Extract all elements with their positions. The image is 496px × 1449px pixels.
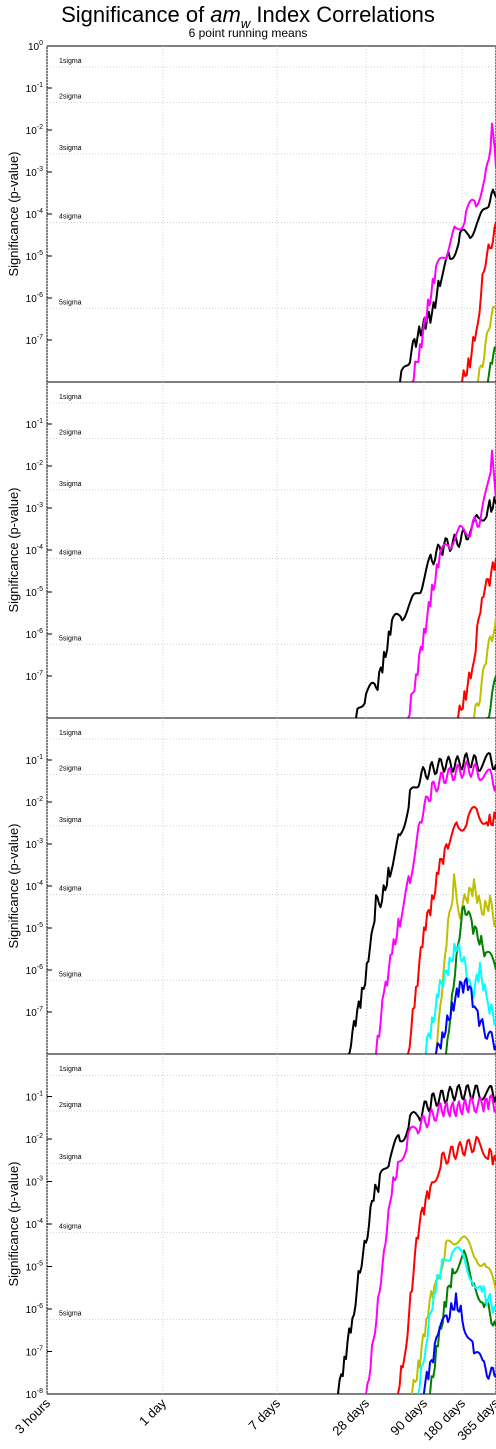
y-tick-label: 10-8 xyxy=(26,1388,43,1401)
y-tick-label: 100 xyxy=(28,40,43,53)
sigma-label-3: 3sigma xyxy=(59,817,82,824)
series-line-black xyxy=(399,188,496,382)
sigma-label-3: 3sigma xyxy=(59,481,82,488)
y-tick-label: 10-3 xyxy=(26,1176,43,1189)
figure-title-block: Significance of amw Index Correlations 6… xyxy=(0,0,496,44)
sigma-label-4: 4sigma xyxy=(59,549,82,556)
title-suffix: Index Correlations xyxy=(250,2,435,27)
sigma-label-1: 1sigma xyxy=(59,730,82,737)
sigma-label-1: 1sigma xyxy=(59,1066,82,1073)
sigma-label-4: 4sigma xyxy=(59,1224,82,1231)
y-tick-label: 10-5 xyxy=(26,250,43,263)
panel-frame xyxy=(46,717,496,1055)
sigma-label-2: 2sigma xyxy=(59,765,82,772)
sigma-label-3: 3sigma xyxy=(59,145,82,152)
series-line-black xyxy=(337,1083,496,1394)
y-tick-label: 10-5 xyxy=(26,586,43,599)
y-tick-label: 10-7 xyxy=(26,1006,43,1019)
sigma-label-4: 4sigma xyxy=(59,213,82,220)
sigma-label-5: 5sigma xyxy=(59,635,82,642)
y-tick-label: 10-7 xyxy=(26,1346,43,1359)
series-line-olive xyxy=(411,1235,496,1394)
y-tick-label: 10-1 xyxy=(26,82,43,95)
y-tick-label: 10-2 xyxy=(26,460,43,473)
y-axis-label: Significance (p-value) xyxy=(6,151,21,276)
y-tick-label: 10-4 xyxy=(26,1218,43,1231)
series-line-magenta xyxy=(365,1094,496,1394)
y-tick-label: 10-2 xyxy=(26,124,43,137)
y-tick-label: 10-2 xyxy=(26,1133,43,1146)
panel-frame xyxy=(46,1053,496,1395)
series-line-olive xyxy=(435,873,496,1054)
y-tick-label: 10-6 xyxy=(26,628,43,641)
panel-4: 10-1 10-2 10-3 10-4 10-5 10-6 10-7 10-8 1sigma 2s… xyxy=(6,1053,496,1401)
series-line-red xyxy=(397,1135,496,1394)
sigma-label-1: 1sigma xyxy=(59,58,82,65)
x-tick-label-1: 1 day xyxy=(136,1395,169,1428)
panel-3: 10-1 10-2 10-3 10-4 10-5 10-6 10-7 1sigma 2sigma… xyxy=(6,717,496,1055)
sigma-label-2: 2sigma xyxy=(59,429,82,436)
x-tick-label-3: 28 days xyxy=(329,1395,372,1438)
sigma-label-5: 5sigma xyxy=(59,299,82,306)
sigma-label-5: 5sigma xyxy=(59,1310,82,1317)
x-tick-label-2: 7 days xyxy=(245,1395,283,1433)
y-tick-label: 10-1 xyxy=(26,418,43,431)
series-line-green xyxy=(486,346,496,382)
series-line-olive xyxy=(477,305,496,382)
sigma-label-3: 3sigma xyxy=(59,1154,82,1161)
x-tick-label-0: 3 hours xyxy=(12,1395,54,1437)
title-index-sub: w xyxy=(240,16,251,31)
series-line-green xyxy=(429,1249,496,1394)
series-line-blue xyxy=(435,977,496,1054)
series-line-olive xyxy=(473,617,496,718)
series-line-green xyxy=(486,675,496,718)
series-line-red xyxy=(461,222,496,382)
y-tick-label: 10-7 xyxy=(26,670,43,683)
y-tick-label: 10-3 xyxy=(26,838,43,851)
figure-title: Significance of amw Index Correlations xyxy=(0,2,496,31)
y-axis-label: Significance (p-value) xyxy=(6,823,21,948)
series-line-green xyxy=(445,905,496,1054)
y-tick-label: 10-4 xyxy=(26,544,43,557)
y-tick-label: 10-5 xyxy=(26,1261,43,1274)
sigma-label-2: 2sigma xyxy=(59,93,82,100)
y-tick-label: 10-1 xyxy=(26,1091,43,1104)
panel-2: 10-1 10-2 10-3 10-4 10-5 10-6 10-7 1sigma 2sigma… xyxy=(6,381,496,719)
series-line-magenta xyxy=(411,122,496,382)
series-line-red xyxy=(407,805,496,1054)
y-tick-label: 10-3 xyxy=(26,166,43,179)
series-line-magenta xyxy=(375,760,496,1054)
y-axis-label: Significance (p-value) xyxy=(6,1161,21,1286)
y-tick-label: 10-6 xyxy=(26,292,43,305)
series-line-blue xyxy=(422,1292,496,1394)
series-line-black xyxy=(347,752,496,1054)
y-tick-label: 10-7 xyxy=(26,334,43,347)
sigma-label-5: 5sigma xyxy=(59,971,82,978)
panel-1: 100 10-1 10-2 10-3 10-4 10-5 10-6 10-7 1sigma 2si… xyxy=(6,40,496,383)
y-tick-label: 10-1 xyxy=(26,754,43,767)
figure-subtitle: 6 point running means xyxy=(188,26,308,40)
y-tick-label: 10-5 xyxy=(26,922,43,935)
sigma-label-1: 1sigma xyxy=(59,394,82,401)
sigma-label-4: 4sigma xyxy=(59,885,82,892)
series-line-red xyxy=(457,558,496,718)
y-tick-label: 10-4 xyxy=(26,208,43,221)
y-tick-label: 10-3 xyxy=(26,502,43,515)
y-tick-label: 10-2 xyxy=(26,796,43,809)
title-prefix: Significance of xyxy=(61,2,211,27)
series-line-magenta xyxy=(407,449,496,718)
y-axis-label: Significance (p-value) xyxy=(6,487,21,612)
series-line-cyan xyxy=(417,1246,496,1394)
panel-frame xyxy=(46,381,496,719)
series-line-cyan xyxy=(424,942,496,1054)
sigma-label-2: 2sigma xyxy=(59,1102,82,1109)
y-tick-label: 10-4 xyxy=(26,880,43,893)
panel-frame xyxy=(46,45,496,383)
title-index-main: am xyxy=(210,2,241,27)
y-tick-label: 10-6 xyxy=(26,964,43,977)
y-tick-label: 10-6 xyxy=(26,1303,43,1316)
